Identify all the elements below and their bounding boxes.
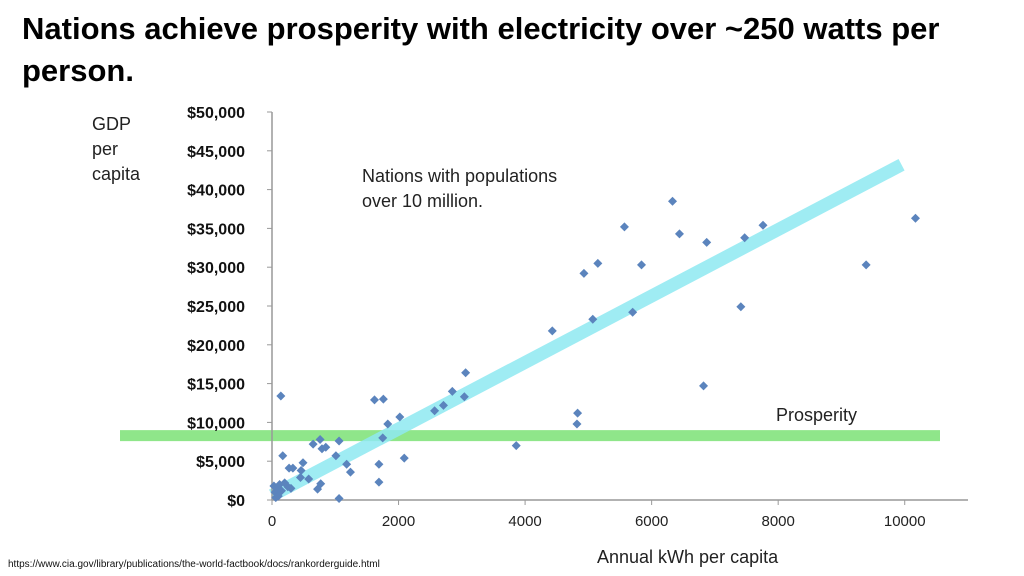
data-point	[459, 392, 469, 402]
data-point	[278, 451, 288, 461]
data-point	[702, 237, 712, 247]
data-point	[334, 436, 344, 446]
data-point	[572, 419, 582, 429]
data-point	[296, 466, 306, 476]
data-point	[345, 467, 355, 477]
data-point	[383, 419, 393, 429]
x-tick-label: 10000	[884, 513, 926, 530]
data-point	[461, 368, 471, 378]
x-tick-label: 0	[268, 513, 276, 530]
data-point	[588, 314, 598, 324]
y-tick-label: $5,000	[196, 454, 245, 471]
data-point	[668, 196, 678, 206]
data-point	[861, 260, 871, 270]
data-point	[370, 395, 380, 405]
data-point	[447, 386, 457, 396]
data-point	[315, 434, 325, 444]
data-point	[313, 484, 323, 494]
x-tick-label: 4000	[508, 513, 541, 530]
y-tick-label: $45,000	[187, 144, 245, 161]
data-point	[511, 441, 521, 451]
y-tick-label: $10,000	[187, 415, 245, 432]
data-point	[308, 439, 318, 449]
y-tick-label: $50,000	[187, 105, 245, 122]
slide-title: Nations achieve prosperity with electric…	[22, 11, 940, 88]
data-point	[573, 408, 583, 418]
y-axis-label-line-2: per	[92, 139, 118, 159]
data-point	[304, 474, 314, 484]
data-point	[286, 483, 296, 493]
data-point	[740, 233, 750, 243]
data-point	[910, 213, 920, 223]
y-tick-label: $25,000	[187, 299, 245, 316]
data-point	[438, 400, 448, 410]
y-tick-label: $20,000	[187, 338, 245, 355]
data-point	[399, 453, 409, 463]
data-point	[334, 493, 344, 503]
trend-line	[268, 159, 905, 502]
data-point	[430, 406, 440, 416]
y-tick-label: $40,000	[187, 183, 245, 200]
x-axis-label: Annual kWh per capita	[597, 547, 779, 567]
data-point	[321, 442, 331, 452]
data-point	[619, 222, 629, 232]
data-point	[374, 477, 384, 487]
y-axis-label-line-3: capita	[92, 164, 141, 184]
x-tick-label: 8000	[761, 513, 794, 530]
data-point	[378, 394, 388, 404]
data-point	[579, 268, 589, 278]
data-point	[342, 459, 352, 469]
data-point	[298, 458, 308, 468]
data-point	[331, 451, 341, 461]
data-point	[637, 260, 647, 270]
y-tick-label: $0	[227, 493, 245, 510]
data-point	[628, 307, 638, 317]
data-point	[288, 463, 298, 473]
y-axis-label-line-1: GDP	[92, 114, 131, 134]
data-point	[593, 258, 603, 268]
y-tick-label: $35,000	[187, 221, 245, 238]
data-point	[276, 486, 286, 496]
y-tick-label: $15,000	[187, 377, 245, 394]
data-point	[276, 391, 286, 401]
prosperity-label: Prosperity	[776, 405, 857, 425]
data-point	[395, 412, 405, 422]
x-tick-label: 6000	[635, 513, 668, 530]
annotation-line-1: Nations with populations	[362, 166, 557, 186]
y-tick-label: $30,000	[187, 260, 245, 277]
data-point	[374, 459, 384, 469]
data-point	[295, 472, 305, 482]
x-tick-label: 2000	[382, 513, 415, 530]
data-point	[547, 326, 557, 336]
data-point	[378, 433, 388, 443]
data-point	[736, 302, 746, 312]
data-point	[674, 229, 684, 239]
source-citation: https://www.cia.gov/library/publications…	[8, 559, 380, 570]
annotation-line-2: over 10 million.	[362, 191, 483, 211]
data-point	[758, 220, 768, 230]
data-point	[699, 381, 709, 391]
